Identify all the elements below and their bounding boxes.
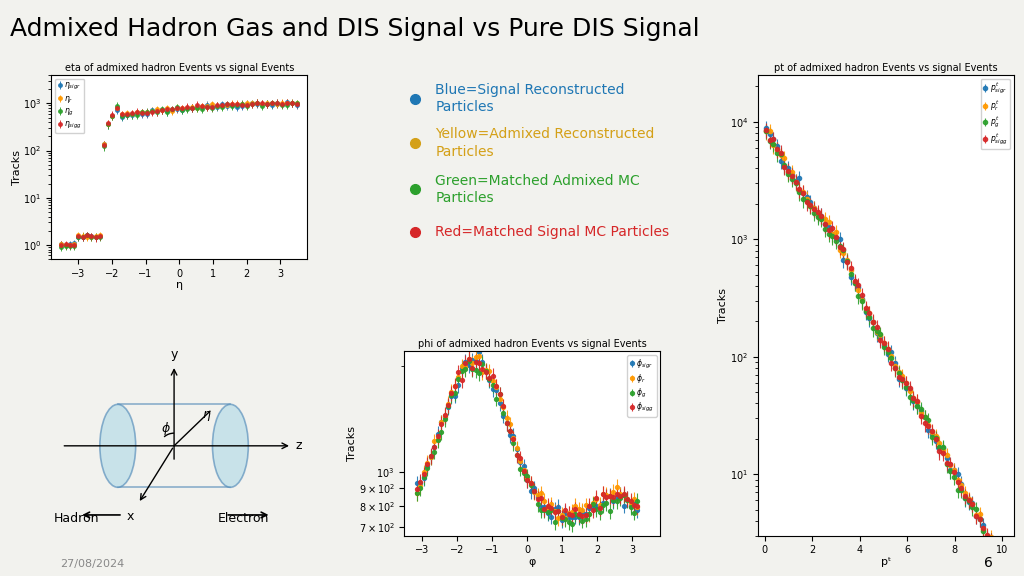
Text: Green=Matched Admixed MC
Particles: Green=Matched Admixed MC Particles — [435, 173, 640, 205]
Text: Blue=Signal Reconstructed
Particles: Blue=Signal Reconstructed Particles — [435, 83, 625, 115]
Y-axis label: Tracks: Tracks — [11, 150, 22, 184]
Text: 6: 6 — [984, 556, 993, 570]
Legend: $p^t_{sigr}$, $p^t_r$, $p^t_g$, $p^t_{sigg}$: $p^t_{sigr}$, $p^t_r$, $p^t_g$, $p^t_{si… — [981, 79, 1010, 149]
Title: pt of admixed hadron Events vs signal Events: pt of admixed hadron Events vs signal Ev… — [774, 63, 997, 73]
Ellipse shape — [213, 404, 249, 487]
Y-axis label: Tracks: Tracks — [347, 426, 357, 461]
Text: x: x — [127, 510, 134, 524]
Text: Red=Matched Signal MC Particles: Red=Matched Signal MC Particles — [435, 225, 670, 238]
Text: z: z — [296, 439, 302, 452]
Legend: $\eta_{sigr}$, $\eta_r$, $\eta_g$, $\eta_{sigg}$: $\eta_{sigr}$, $\eta_r$, $\eta_g$, $\eta… — [55, 79, 84, 134]
Y-axis label: Tracks: Tracks — [718, 288, 728, 323]
Text: $\eta$: $\eta$ — [203, 409, 212, 423]
Text: Admixed Hadron Gas and DIS Signal vs Pure DIS Signal: Admixed Hadron Gas and DIS Signal vs Pur… — [10, 17, 699, 41]
Ellipse shape — [100, 404, 135, 487]
X-axis label: pᵗ: pᵗ — [881, 557, 891, 567]
Text: 27/08/2024: 27/08/2024 — [60, 559, 124, 569]
X-axis label: η: η — [176, 281, 182, 290]
Text: Hadron: Hadron — [54, 512, 99, 525]
Title: eta of admixed hadron Events vs signal Events: eta of admixed hadron Events vs signal E… — [65, 63, 294, 73]
Text: y: y — [170, 347, 178, 361]
Title: phi of admixed hadron Events vs signal Events: phi of admixed hadron Events vs signal E… — [418, 339, 647, 349]
Text: $\phi$: $\phi$ — [162, 420, 171, 437]
Legend: $\phi_{sigr}$, $\phi_r$, $\phi_g$, $\phi_{sigg}$: $\phi_{sigr}$, $\phi_r$, $\phi_g$, $\phi… — [628, 355, 656, 416]
Text: Electron: Electron — [218, 512, 269, 525]
Text: Yellow=Admixed Reconstructed
Particles: Yellow=Admixed Reconstructed Particles — [435, 127, 654, 159]
X-axis label: φ: φ — [528, 557, 537, 567]
